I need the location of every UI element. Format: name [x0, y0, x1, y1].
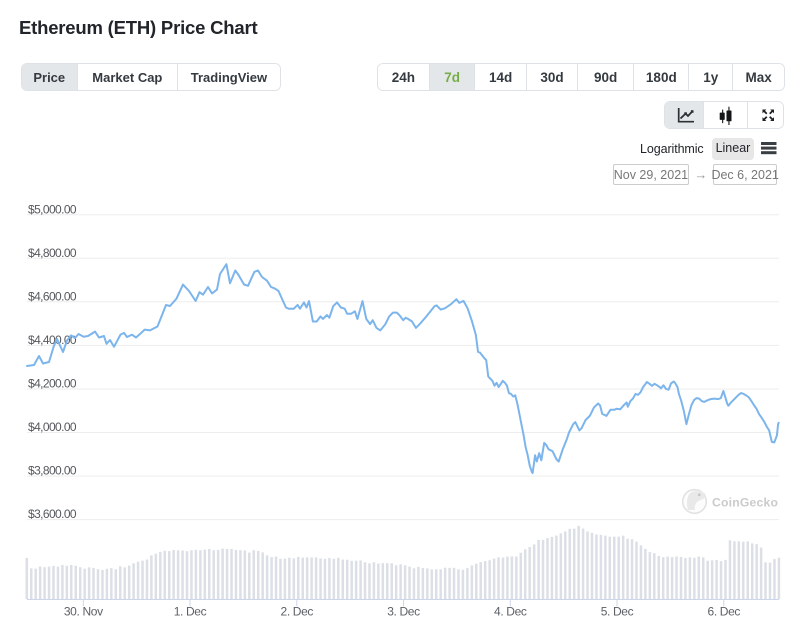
svg-text:$4,800.00: $4,800.00: [28, 246, 77, 260]
svg-text:$4,000.00: $4,000.00: [28, 420, 77, 434]
svg-text:$3,600.00: $3,600.00: [28, 507, 77, 521]
svg-text:30. Nov: 30. Nov: [64, 604, 103, 618]
svg-text:3. Dec: 3. Dec: [387, 604, 420, 618]
svg-text:2. Dec: 2. Dec: [281, 604, 314, 618]
svg-text:6. Dec: 6. Dec: [708, 604, 741, 618]
svg-text:$4,200.00: $4,200.00: [28, 377, 77, 391]
svg-text:$3,800.00: $3,800.00: [28, 464, 77, 478]
svg-text:1. Dec: 1. Dec: [174, 604, 207, 618]
svg-text:$4,400.00: $4,400.00: [28, 333, 77, 347]
svg-text:$4,600.00: $4,600.00: [28, 289, 77, 303]
svg-text:CoinGecko: CoinGecko: [712, 496, 778, 510]
svg-text:5. Dec: 5. Dec: [601, 604, 634, 618]
svg-text:$5,000.00: $5,000.00: [28, 202, 77, 216]
svg-text:4. Dec: 4. Dec: [494, 604, 527, 618]
